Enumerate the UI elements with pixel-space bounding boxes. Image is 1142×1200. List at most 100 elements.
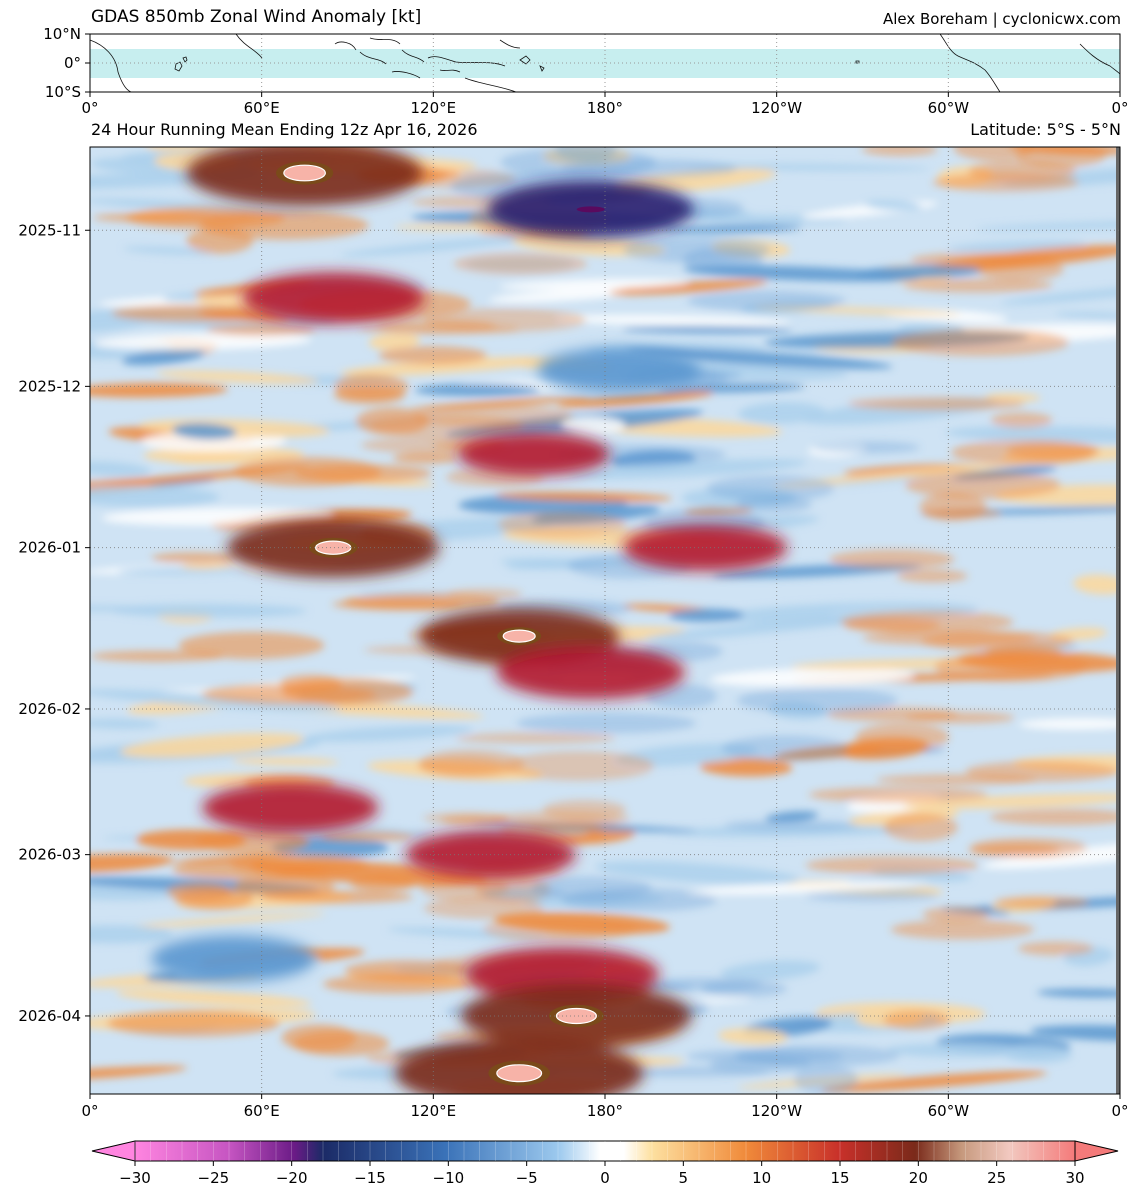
field-streak: [737, 687, 898, 714]
colorbar-tick-label: −25: [198, 1169, 230, 1187]
hovmoller-y-tick-label: 2026-02: [18, 700, 81, 718]
field-streak: [945, 425, 1120, 444]
field-streak: [567, 459, 807, 479]
field-streak: [829, 549, 955, 569]
field-streak: [953, 147, 1036, 161]
map-y-tick-label: 10°S: [45, 83, 81, 101]
map-coastlines: [89, 33, 1121, 93]
hovmoller-x-ticks: 0° 60°E 120°E 180° 120°W 60°W 0°: [81, 1094, 1129, 1120]
map-x-tick-label: 120°E: [411, 99, 457, 117]
field-streak: [172, 860, 327, 881]
field-streak: [812, 441, 920, 454]
field-streak: [107, 1010, 280, 1037]
field-streak: [982, 838, 1120, 869]
field-streak: [735, 496, 812, 513]
field-streak: [90, 718, 159, 729]
field-streak: [90, 1065, 188, 1082]
field-streak: [495, 491, 673, 502]
anomaly-core-inner: [315, 540, 352, 555]
field-streak: [1015, 147, 1106, 168]
colorbar-extend-high: [1074, 1140, 1119, 1162]
colorbar: −30 −25 −20 −15 −10 −5 0 5 10 15 20 25 30: [91, 1140, 1119, 1187]
field-streak: [556, 391, 714, 408]
field-streak: [90, 925, 173, 944]
field-streak: [668, 608, 745, 622]
field-streak: [805, 856, 979, 875]
colorbar-tick-label: 15: [830, 1169, 849, 1187]
map-y-tick-label: 10°N: [43, 25, 81, 43]
map-y-ticks: 10°N 0° 10°S: [43, 25, 90, 101]
field-streak: [706, 475, 835, 502]
hovmoller-y-tick-label: 2026-03: [18, 846, 81, 864]
field-edge: [1116, 147, 1120, 1094]
field-streak: [608, 279, 768, 296]
anomaly-feature: [242, 272, 425, 324]
field-streak: [446, 588, 523, 599]
anomaly-core-inner: [496, 1064, 543, 1083]
field-streak: [556, 314, 791, 327]
field-streak: [178, 631, 325, 660]
field-streak: [279, 674, 343, 693]
field-streak: [932, 173, 1079, 192]
field-streak: [123, 246, 214, 255]
hovmoller-y-tick-label: 2025-12: [18, 377, 81, 395]
field-streak: [110, 603, 307, 618]
map-x-tick-label: 0°: [81, 99, 98, 117]
colorbar-tick-label: −30: [119, 1169, 151, 1187]
field-streak: [322, 974, 469, 994]
field-streak: [516, 712, 697, 734]
field-streak: [90, 853, 174, 873]
field-streak: [116, 989, 312, 1008]
field-streak: [196, 828, 309, 854]
field-streak: [1073, 574, 1120, 595]
field-streak: [332, 598, 463, 611]
colorbar-tick-label: 5: [679, 1169, 689, 1187]
field-streak: [340, 235, 541, 257]
field-streak: [904, 470, 1061, 499]
colorbar-tick-label: 20: [909, 1169, 928, 1187]
field-streak: [663, 224, 803, 233]
hovmoller-y-tick-label: 2026-01: [18, 539, 81, 557]
field-streak: [340, 356, 551, 377]
anomaly-core-inner: [283, 164, 327, 182]
field-streak: [232, 457, 382, 487]
field-streak: [773, 461, 1027, 488]
field-streak: [561, 416, 626, 434]
field-streak: [921, 631, 1074, 652]
anomaly-core-inner: [502, 629, 536, 643]
hovmoller-y-tick-label: 2026-04: [18, 1007, 81, 1025]
hovmoller-y-ticks: 2025-11 2025-12 2026-01 2026-02 2026-03 2026-…: [18, 221, 90, 1025]
field-streak: [805, 889, 939, 902]
field-streak: [497, 511, 627, 538]
field-streak: [855, 723, 950, 751]
field-streak: [623, 236, 771, 264]
field-streak: [840, 610, 1014, 634]
field-streak: [90, 382, 229, 398]
anomaly-core-negative: [576, 206, 605, 213]
field-streak: [902, 793, 1120, 810]
field-streak: [699, 757, 793, 777]
anomaly-feature: [151, 935, 316, 982]
colorbar-tick-label: 25: [987, 1169, 1006, 1187]
field-streak: [503, 751, 655, 781]
colorbar-tick-label: −5: [516, 1169, 538, 1187]
hovmoller-x-tick-label: 120°W: [751, 1102, 802, 1120]
field-streak: [910, 252, 1058, 269]
field-streak: [205, 324, 316, 336]
hovmoller-panel: 0° 60°E 120°E 180° 120°W 60°W 0° 2025-112025-1…: [18, 146, 1129, 1120]
field-streak: [488, 287, 645, 303]
map-x-tick-label: 0°: [1111, 99, 1128, 117]
field-streak: [1002, 1044, 1073, 1063]
hovmoller-x-tick-label: 60°E: [244, 1102, 280, 1120]
field-streak: [1006, 441, 1101, 461]
field-streak: [423, 897, 544, 919]
field-streak: [90, 485, 220, 508]
field-streak: [719, 960, 821, 981]
field-streak: [92, 332, 312, 351]
colorbar-tick-label: −15: [354, 1169, 386, 1187]
field-streak: [174, 887, 254, 910]
map-x-tick-label: 60°W: [928, 99, 970, 117]
field-streak: [862, 147, 938, 156]
field-streak: [555, 147, 617, 162]
